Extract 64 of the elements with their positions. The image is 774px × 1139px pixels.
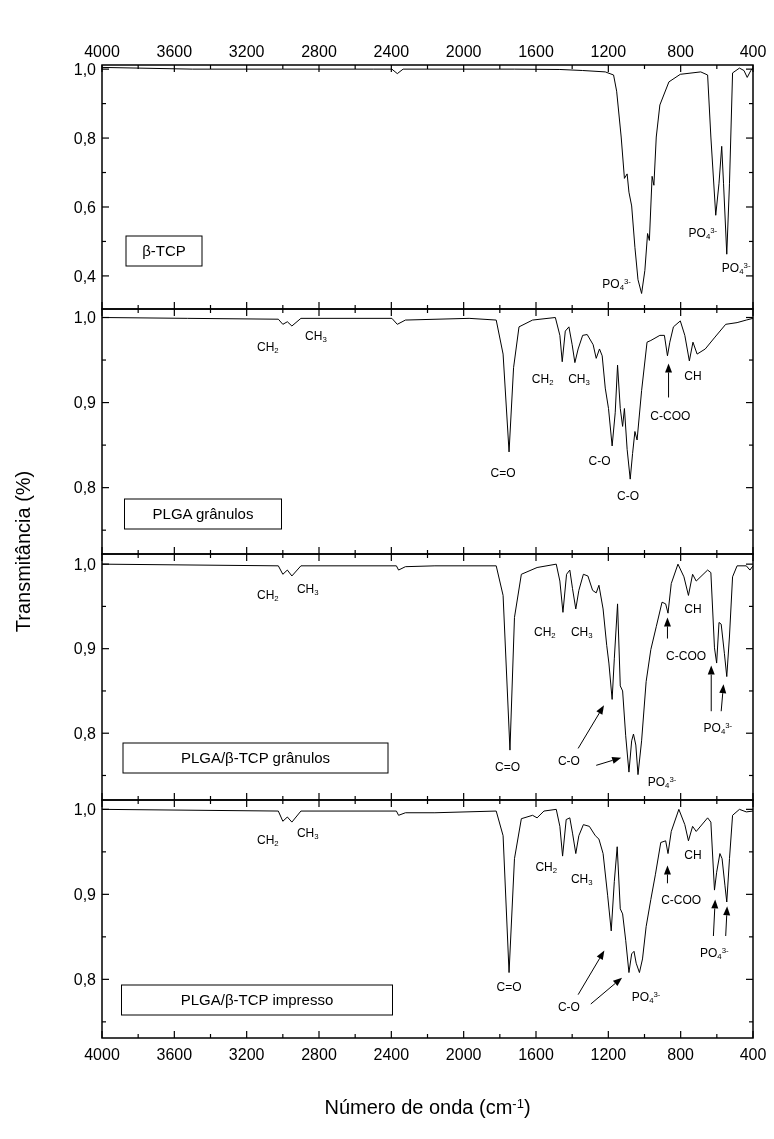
annotation: CH$_{3}$ (296, 826, 319, 842)
y-tick-label: 0,4 (73, 267, 97, 285)
annotation: CH (684, 847, 702, 862)
x2-tick-label: 3600 (156, 43, 193, 60)
text: PLGA grânulos (152, 505, 254, 523)
y-axis-title: Transmitância (%) (12, 470, 34, 633)
annotation: C=O (495, 760, 521, 775)
y-tick-label: 0,8 (73, 479, 97, 497)
annotation: CH$_{3}$ (570, 624, 593, 640)
annotation: CH$_{2}$ (256, 833, 279, 849)
y-tick-label: 1,0 (73, 555, 97, 573)
x2-tick-label: 800 (667, 43, 695, 60)
x2-tick-label: 1200 (590, 43, 627, 60)
annotation: CH$_{2}$ (531, 371, 554, 387)
annotation: C-O (557, 999, 580, 1014)
x-tick-label: 3600 (156, 1046, 193, 1063)
x2-tick-label: 1600 (518, 43, 554, 60)
x2-tick-label: 2800 (301, 43, 337, 60)
text: β-TCP (142, 242, 186, 260)
annotation: C-COO (650, 409, 691, 424)
y-tick-label: 1,0 (73, 309, 97, 327)
annotation: C=O (490, 466, 516, 481)
x-tick-label: 1600 (518, 1046, 554, 1063)
x-tick-label: 1200 (590, 1046, 627, 1063)
x-tick-label: 4000 (84, 1046, 120, 1063)
annotation: C-COO (666, 648, 707, 663)
annotation: C-O (617, 488, 640, 503)
x2-tick-label: 3200 (228, 43, 265, 60)
annotation: CH (684, 602, 702, 617)
y-tick-label: 0,8 (73, 970, 97, 988)
annotation: CH$_{2}$ (256, 587, 279, 603)
x-tick-label: 2000 (445, 1046, 482, 1063)
x-axis-title: Número de onda (cm$^{-1}$) (324, 1096, 531, 1118)
annotation: CH$_{3}$ (568, 371, 590, 387)
annotation: CH$_{2}$ (535, 860, 558, 876)
x2-tick-label: 2000 (445, 43, 482, 60)
x2-tick-label: 400 (739, 43, 767, 60)
annotation: C-COO (661, 892, 702, 907)
x-tick-label: 3200 (228, 1046, 265, 1063)
x2-tick-label: 2400 (373, 43, 410, 60)
y-tick-label: 0,9 (73, 394, 97, 412)
x-tick-label: 2800 (301, 1046, 337, 1063)
text: PLGA/β-TCP grânulos (180, 749, 331, 767)
annotation: CH$_{3}$ (296, 581, 319, 597)
y-tick-label: 0,9 (73, 640, 97, 658)
y-tick-label: 1,0 (73, 60, 97, 78)
y-tick-label: 0,8 (73, 129, 97, 147)
annotation: CH$_{2}$ (534, 624, 556, 640)
annotation: CH$_{3}$ (305, 328, 327, 344)
annotation: CH (684, 368, 702, 383)
annotation: C=O (496, 980, 522, 995)
annotation: C-O (588, 454, 611, 469)
annotation: CH$_{3}$ (570, 872, 593, 888)
x-tick-label: 400 (739, 1046, 767, 1063)
annotation: C-O (557, 754, 580, 769)
x-tick-label: 2400 (373, 1046, 410, 1063)
y-tick-label: 0,9 (73, 885, 97, 903)
x2-tick-label: 4000 (84, 43, 120, 60)
annotation: CH$_{2}$ (256, 340, 279, 356)
y-tick-label: 0,8 (73, 724, 97, 742)
text: PLGA/β-TCP impresso (180, 991, 334, 1009)
y-tick-label: 1,0 (73, 800, 97, 818)
x-tick-label: 800 (667, 1046, 695, 1063)
y-tick-label: 0,6 (73, 198, 97, 216)
